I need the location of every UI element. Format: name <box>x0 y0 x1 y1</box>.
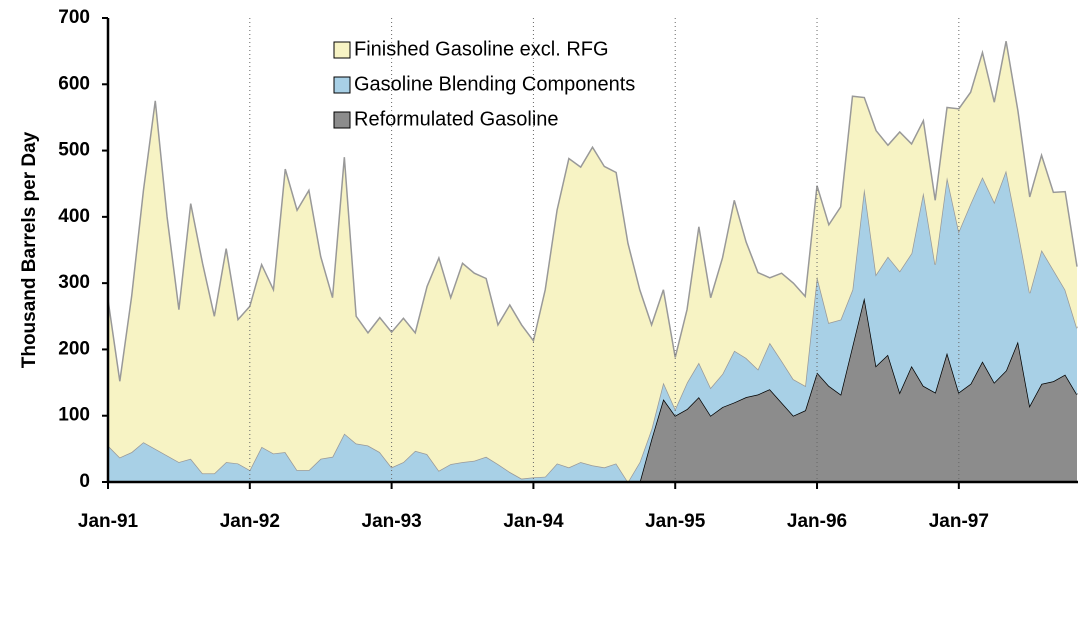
x-tick-label: Jan-93 <box>362 511 422 532</box>
y-tick-label: 500 <box>58 140 90 161</box>
y-tick-label: 400 <box>58 206 90 227</box>
legend-label: Gasoline Blending Components <box>354 73 635 95</box>
legend-swatch <box>333 111 351 129</box>
area <box>108 170 1077 482</box>
y-tick-label: 100 <box>58 405 90 426</box>
area-line <box>107 41 1078 382</box>
x-tick-label: Jan-96 <box>787 511 847 532</box>
area <box>108 41 1077 482</box>
y-axis-title: Thousand Barrels per Day <box>19 131 40 368</box>
legend-label: Reformulated Gasoline <box>354 108 559 130</box>
y-tick-label: 300 <box>58 272 90 293</box>
legend-swatch <box>333 41 351 59</box>
area-line <box>639 297 1078 483</box>
x-tick-label: Jan-95 <box>645 511 706 532</box>
legend-label: Finished Gasoline excl. RFG <box>354 38 609 60</box>
y-tick-label: 0 <box>79 471 90 492</box>
x-tick-label: Jan-94 <box>503 511 564 532</box>
area <box>639 297 1077 482</box>
y-tick-label: 200 <box>58 338 90 359</box>
y-tick-label: 700 <box>58 7 90 28</box>
x-tick-label: Jan-92 <box>220 511 280 532</box>
y-tick-label: 600 <box>58 73 90 94</box>
x-tick-label: Jan-91 <box>78 511 139 532</box>
legend-swatch <box>333 76 351 94</box>
x-tick-label: Jan-97 <box>929 511 989 532</box>
